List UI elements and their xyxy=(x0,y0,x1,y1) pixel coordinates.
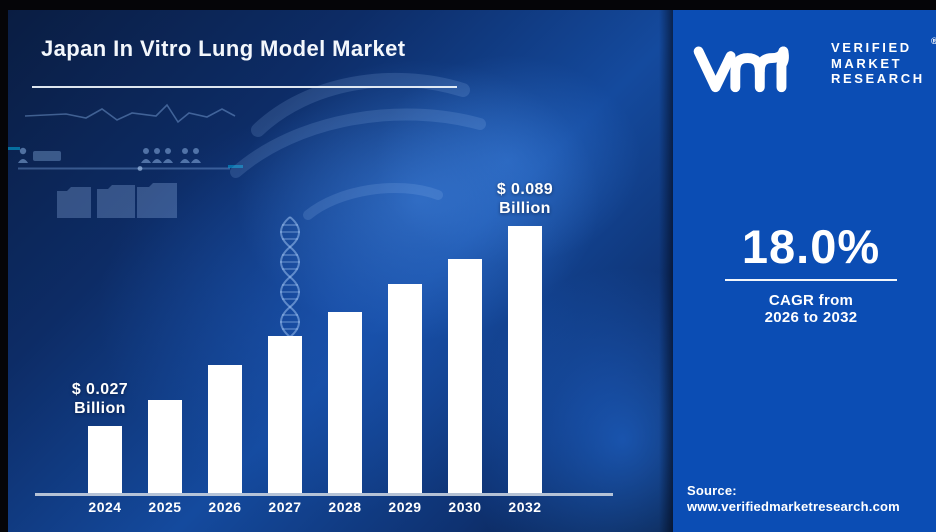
brand-wordmark: VERIFIED MARKET RESEARCH xyxy=(831,40,925,87)
x-tick-2028: 2028 xyxy=(328,499,362,515)
ecg-line-icon xyxy=(24,103,236,124)
folder-icons xyxy=(57,183,177,218)
people-group-icon xyxy=(141,148,201,163)
x-tick-2032: 2032 xyxy=(508,499,542,515)
bar-2028 xyxy=(328,312,362,493)
brand-line: VERIFIED xyxy=(831,40,912,55)
vmr-logo: VERIFIED MARKET RESEARCH ® xyxy=(692,36,936,98)
value-label-2032: $ 0.089 Billion xyxy=(496,181,554,217)
source-block: Source: www.verifiedmarketresearch.com xyxy=(687,483,900,515)
dna-helix-icon xyxy=(280,216,300,338)
source-label: Source: xyxy=(687,483,737,498)
bar-2027 xyxy=(268,336,302,493)
registered-trademark-icon: ® xyxy=(931,36,936,46)
chart-panel: Japan In Vitro Lung Model Market 2024 $ 0… xyxy=(8,10,673,532)
x-axis-line xyxy=(35,493,613,496)
x-tick-2029: 2029 xyxy=(388,499,422,515)
bar-2032 xyxy=(508,226,542,493)
title-underline xyxy=(32,86,457,88)
cyan-accent xyxy=(8,147,20,150)
person-icon xyxy=(19,147,27,155)
x-tick-2027: 2027 xyxy=(268,499,302,515)
x-tick-2024: 2024 xyxy=(88,499,122,515)
value-label-2024: $ 0.027 Billion xyxy=(71,381,129,417)
bar-2030 xyxy=(448,259,482,493)
bar-2025 xyxy=(148,400,182,493)
bar-2026 xyxy=(208,365,242,493)
cagr-value: 18.0% xyxy=(741,220,881,273)
brand-line: RESEARCH xyxy=(831,71,925,86)
x-tick-2030: 2030 xyxy=(448,499,482,515)
page-title: Japan In Vitro Lung Model Market xyxy=(41,36,406,61)
brand-line: MARKET xyxy=(831,55,903,71)
cyan-accent xyxy=(228,165,243,168)
bar-2029 xyxy=(388,284,422,493)
vmr-monogram-icon xyxy=(693,46,789,93)
x-tick-2026: 2026 xyxy=(208,499,242,515)
cagr-stat: 18.0% CAGR from 2026 to 2032 xyxy=(673,222,936,326)
cagr-divider xyxy=(725,279,897,281)
badge-icon xyxy=(33,151,61,161)
x-tick-2025: 2025 xyxy=(148,499,182,515)
cagr-caption: CAGR from 2026 to 2032 xyxy=(764,291,858,326)
source-url[interactable]: www.verifiedmarketresearch.com xyxy=(687,499,900,514)
hand-silhouette xyxy=(230,72,486,220)
bar-2024 xyxy=(88,426,122,493)
info-panel: VERIFIED MARKET RESEARCH ® 18.0% CAGR fr… xyxy=(673,10,936,532)
